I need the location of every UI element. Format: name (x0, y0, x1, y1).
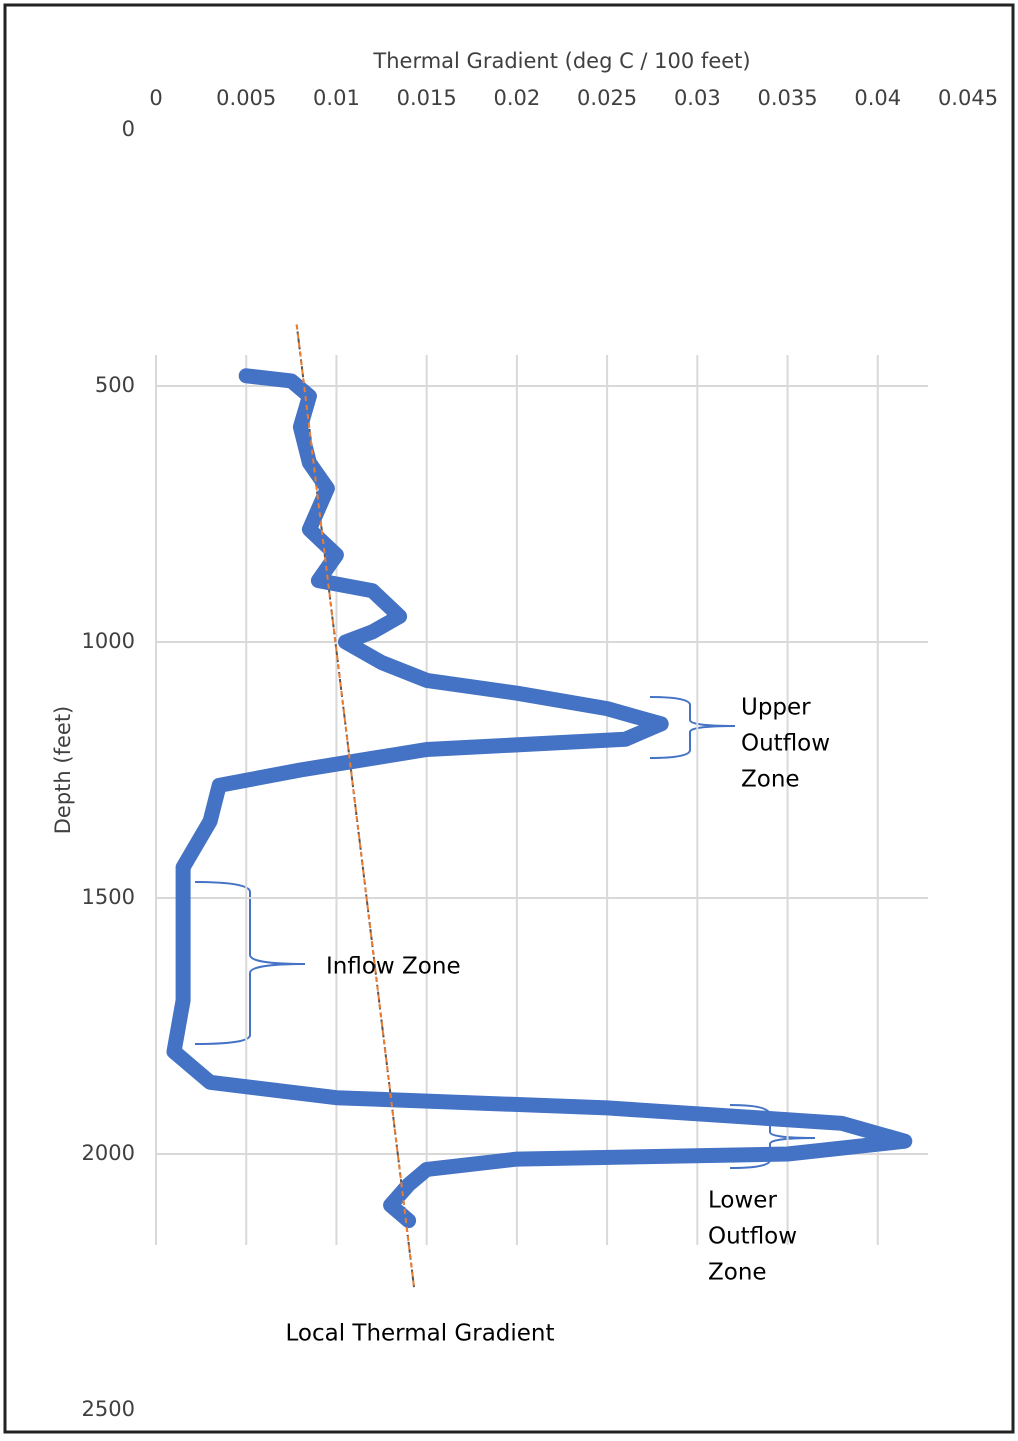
x-tick-label: 0.02 (494, 86, 541, 110)
y-tick-label: 0 (122, 117, 135, 141)
x-tick-label: 0.005 (216, 86, 276, 110)
x-tick-label: 0.035 (757, 86, 817, 110)
y-axis-label: Depth (feet) (51, 706, 75, 835)
annotation: Local Thermal Gradient (285, 1321, 554, 1347)
x-tick-label: 0.015 (397, 86, 457, 110)
y-tick-label: 1500 (82, 885, 135, 909)
y-tick-label: 1000 (82, 629, 135, 653)
x-tick-label: 0.01 (313, 86, 360, 110)
x-tick-label: 0 (149, 86, 162, 110)
x-tick-label: 0.04 (854, 86, 901, 110)
x-axis-label: Thermal Gradient (deg C / 100 feet) (372, 49, 750, 73)
series-line (166, 368, 913, 1229)
frame (3, 3, 1015, 1434)
y-tick-label: 2500 (82, 1397, 135, 1421)
annotation: Outflow (708, 1224, 797, 1250)
x-tick-label: 0.03 (674, 86, 721, 110)
annotation: Zone (741, 767, 800, 793)
y-tick-label: 2000 (82, 1141, 135, 1165)
x-tick-label: 0.025 (577, 86, 637, 110)
annotation: Zone (708, 1260, 767, 1286)
annotation: Outflow (741, 731, 830, 757)
annotation: Inflow Zone (326, 954, 461, 980)
annotation: Upper (741, 695, 811, 721)
annotation: Lower (708, 1188, 777, 1214)
x-tick-label: 0.045 (938, 86, 998, 110)
y-tick-label: 500 (95, 373, 135, 397)
